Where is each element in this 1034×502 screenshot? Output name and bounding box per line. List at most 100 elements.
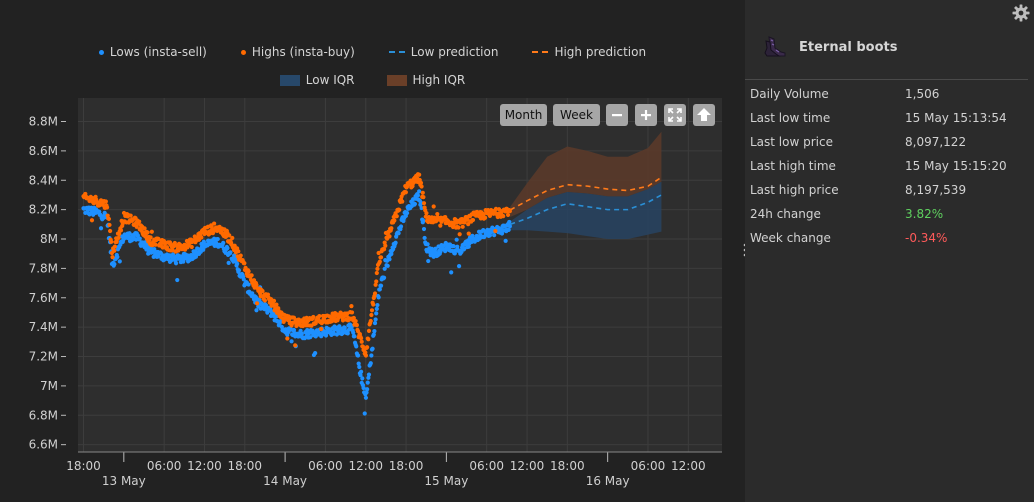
x-tick-label: 06:00: [469, 459, 504, 473]
data-point: [361, 385, 366, 391]
data-point: [230, 235, 235, 241]
x-tick-label: 12:00: [187, 459, 222, 473]
data-point: [363, 353, 369, 358]
data-point: [368, 318, 373, 324]
stat-value: 3.82%: [905, 207, 944, 221]
data-point: [158, 251, 164, 256]
data-point: [313, 350, 318, 356]
y-tick-label: 8M: [40, 232, 58, 246]
data-point: [279, 324, 284, 330]
data-point: [134, 224, 139, 229]
x-tick-label: 12:00: [510, 459, 545, 473]
data-point: [449, 270, 454, 275]
low-prediction-line: [509, 194, 662, 226]
data-point: [365, 380, 370, 385]
data-point: [274, 302, 279, 307]
data-point: [128, 213, 133, 218]
data-point: [372, 291, 378, 296]
data-point: [435, 211, 440, 217]
data-point: [199, 235, 204, 240]
data-point: [142, 226, 147, 231]
legend-item-low-prediction[interactable]: Low prediction: [388, 45, 499, 59]
data-point: [355, 353, 361, 358]
data-point: [387, 234, 392, 239]
reset-zoom-button[interactable]: [664, 104, 686, 126]
y-tick-label: 8.2M: [29, 203, 58, 217]
data-point: [360, 376, 365, 381]
data-point: [226, 260, 231, 265]
y-tick-label: 8.4M: [29, 173, 58, 187]
legend-item-highs-insta-buy[interactable]: Highs (insta-buy): [240, 45, 355, 59]
data-point: [145, 230, 150, 235]
legend-dot-swatch: [98, 49, 104, 55]
x-tick-label: 18:00: [227, 459, 262, 473]
stat-label: 24h change: [750, 207, 821, 221]
data-point: [366, 372, 372, 377]
legend-row-1: Lows (insta-sell) Highs (insta-buy) Low pr…: [0, 45, 745, 59]
data-point: [112, 261, 117, 267]
data-point: [246, 269, 251, 274]
data-point: [418, 180, 424, 185]
week-button[interactable]: Week: [553, 104, 600, 126]
zoom-out-button[interactable]: [606, 104, 628, 126]
stat-row: Last high time 15 May 15:15:20: [750, 154, 1007, 178]
home-button[interactable]: [693, 104, 715, 126]
data-point: [285, 336, 290, 341]
data-point: [260, 288, 265, 294]
legend-item-low-iqr[interactable]: Low IQR: [279, 73, 355, 87]
data-point: [372, 329, 377, 334]
legend-item-high-iqr[interactable]: High IQR: [386, 73, 465, 87]
data-point: [127, 231, 132, 236]
data-point: [425, 242, 430, 247]
data-point: [369, 312, 374, 318]
data-point: [323, 333, 329, 338]
legend-label: Highs (insta-buy): [251, 45, 355, 59]
data-point: [433, 246, 438, 251]
data-point: [374, 270, 379, 276]
data-point: [345, 331, 350, 336]
data-point: [421, 201, 427, 206]
data-point: [389, 251, 394, 257]
data-point: [368, 361, 373, 366]
data-point: [412, 201, 418, 207]
stat-value: 8,197,539: [905, 183, 967, 197]
data-point: [227, 233, 232, 238]
data-point: [507, 219, 512, 225]
data-point: [503, 238, 508, 243]
zoom-in-button[interactable]: [635, 104, 657, 126]
y-tick-label: 7.4M: [29, 320, 58, 334]
legend-item-high-prediction[interactable]: High prediction: [532, 45, 646, 59]
data-point: [363, 395, 369, 400]
divider: [745, 79, 1028, 80]
data-point: [349, 304, 354, 309]
data-point: [360, 344, 366, 349]
data-point: [353, 318, 358, 324]
stat-row: Last low price 8,097,122: [750, 130, 1007, 154]
price-chart-pane[interactable]: 6.6M 6.8M 7M 7.2M 7.4M 7.6M 7.8M 8M 8.2M 8.4M 8.6M…: [0, 0, 747, 502]
y-tick-label: 7.8M: [29, 261, 58, 275]
data-point: [201, 239, 206, 244]
data-point: [359, 369, 364, 374]
data-point: [212, 221, 217, 226]
gear-icon[interactable]: [1012, 4, 1030, 22]
data-point: [115, 254, 120, 260]
data-point: [456, 264, 462, 269]
x-tick-label: 18:00: [389, 459, 424, 473]
legend-dash-swatch: [532, 51, 549, 53]
data-point: [262, 298, 268, 303]
data-point: [215, 236, 220, 242]
month-button[interactable]: Month: [500, 104, 547, 126]
data-point: [378, 283, 384, 288]
data-point: [421, 226, 427, 232]
data-point: [375, 266, 380, 271]
price-chart[interactable]: 6.6M 6.8M 7M 7.2M 7.4M 7.6M 7.8M 8M 8.2M 8.4M 8.6M…: [0, 0, 745, 502]
legend-label: Low prediction: [410, 45, 499, 59]
data-point: [98, 226, 104, 231]
high-prediction-line: [509, 176, 662, 211]
data-point: [201, 247, 206, 252]
data-point: [462, 220, 467, 225]
data-point: [366, 328, 372, 333]
legend-item-lows-insta-sell[interactable]: Lows (insta-sell): [98, 45, 207, 59]
minus-icon: [612, 114, 622, 117]
data-point: [382, 240, 387, 245]
